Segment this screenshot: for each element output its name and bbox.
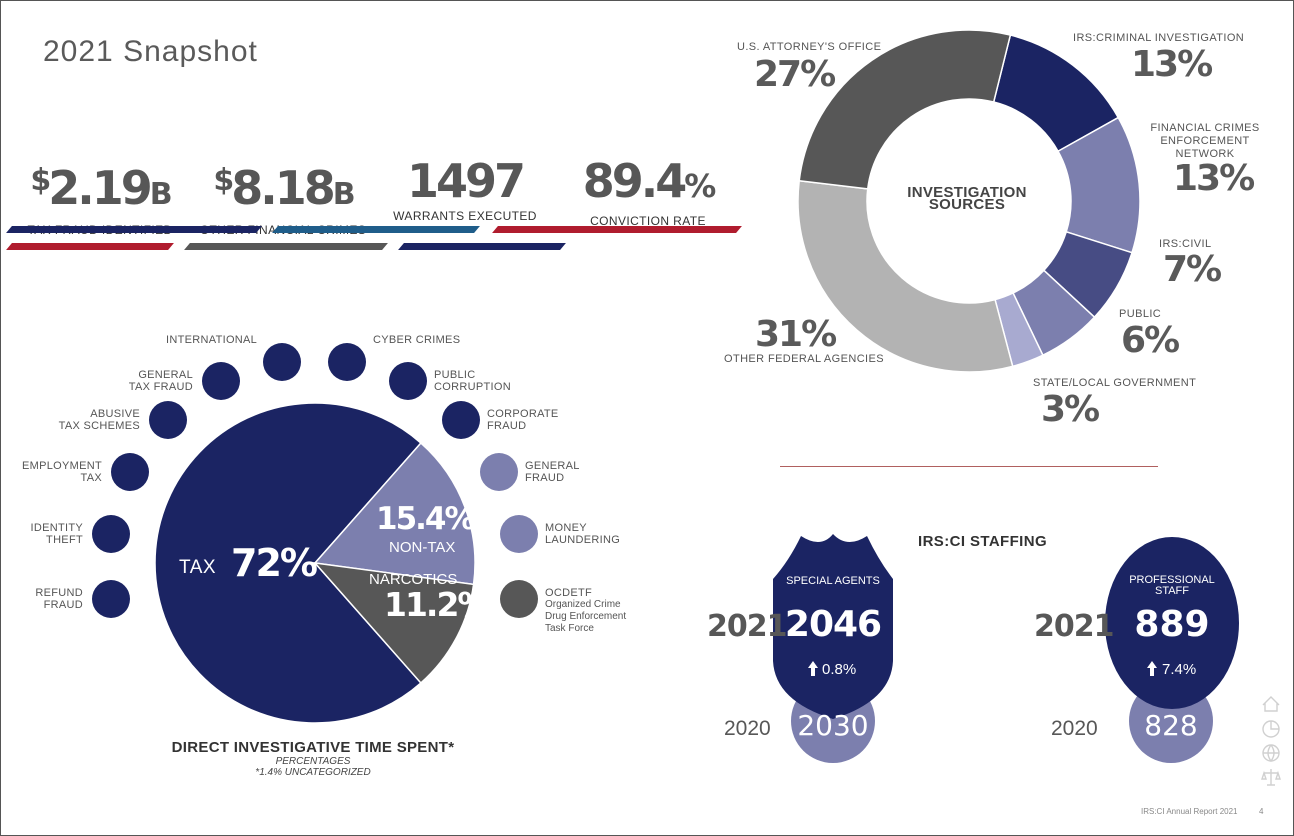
badge-shape xyxy=(773,534,893,719)
arrow-up-icon xyxy=(1147,661,1157,676)
agents-label: SPECIAL AGENTS xyxy=(786,575,880,587)
footer-page: 4 xyxy=(1259,807,1264,816)
stat-label: WARRANTS EXECUTED xyxy=(393,209,537,223)
stat-label: CONVICTION RATE xyxy=(590,214,706,228)
value-irs-civil: 7% xyxy=(1163,249,1222,290)
label-irs-ci: IRS:CRIMINAL INVESTIGATION xyxy=(1073,32,1245,44)
category-dot-1 xyxy=(92,515,130,553)
donut-title: INVESTIGATION SOURCES xyxy=(907,184,1027,213)
category-label: CYBER CRIMES xyxy=(373,334,461,346)
category-dot-0 xyxy=(92,580,130,618)
category-label: PUBLIC CORRUPTION xyxy=(434,369,511,393)
donut-slice-5 xyxy=(797,179,1014,373)
category-label: GENERAL FRAUD xyxy=(525,460,580,484)
scales-icon xyxy=(1261,769,1281,786)
label-other-federal: OTHER FEDERAL AGENCIES xyxy=(724,353,884,365)
category-label: EMPLOYMENT TAX xyxy=(21,460,102,484)
tax-value: 72% xyxy=(231,541,318,585)
pie-slice-1 xyxy=(313,441,476,586)
category-dot-9 xyxy=(480,453,518,491)
label-public: PUBLIC xyxy=(1119,308,1162,320)
category-label: REFUND FRAUD xyxy=(35,587,83,611)
stat-value: 1497 xyxy=(406,154,526,208)
narcotics-value: 11.2% xyxy=(384,585,490,624)
time-spent-note: *1.4% UNCATEGORIZED xyxy=(255,767,371,778)
staff-year-current: 2021 xyxy=(1034,609,1114,644)
staff-oval xyxy=(1105,537,1239,709)
staff-prior: 828 xyxy=(1144,709,1198,742)
time-spent-caption: DIRECT INVESTIGATIVE TIME SPENT* PERCENT… xyxy=(113,739,513,778)
category-dot-2 xyxy=(111,453,149,491)
value-other-federal: 31% xyxy=(755,314,837,355)
label-state-local: STATE/LOCAL GOVERNMENT xyxy=(1033,377,1197,389)
time-spent-title: DIRECT INVESTIGATIVE TIME SPENT* xyxy=(171,739,455,756)
agents-year-prior: 2020 xyxy=(724,717,771,740)
label-us-attorney: U.S. ATTORNEY'S OFFICE xyxy=(737,41,882,53)
value-fincen: 13% xyxy=(1173,158,1255,199)
label-irs-civil: IRS:CIVIL xyxy=(1159,238,1212,250)
category-dot-8 xyxy=(442,401,480,439)
value-public: 6% xyxy=(1121,320,1180,361)
label-fincen: FINANCIAL CRIMES ENFORCEMENT NETWORK xyxy=(1150,122,1260,160)
footer-report: IRS:CI Annual Report 2021 xyxy=(1141,807,1238,816)
category-dot-10 xyxy=(500,515,538,553)
value-irs-ci: 13% xyxy=(1131,44,1213,85)
agents-prior: 2030 xyxy=(797,709,869,742)
pie-slice-2 xyxy=(313,561,475,685)
time-spent-subtitle: PERCENTAGES xyxy=(275,756,351,767)
staff-change: 7.4% xyxy=(1162,661,1197,678)
category-dot-3 xyxy=(149,401,187,439)
agents-year-current: 2021 xyxy=(707,609,787,644)
category-label: ABUSIVE TAX SCHEMES xyxy=(58,408,140,432)
category-label: INTERNATIONAL xyxy=(166,334,258,346)
staff-current: 889 xyxy=(1134,604,1210,645)
category-label: OCDETF xyxy=(545,587,593,599)
agents-change: 0.8% xyxy=(822,661,857,678)
stat-conviction-rate: 89.4% CONVICTION RATE xyxy=(553,153,743,228)
agents-current: 2046 xyxy=(784,604,882,645)
staff-year-prior: 2020 xyxy=(1051,717,1098,740)
category-dot-11 xyxy=(500,580,538,618)
divider xyxy=(780,466,1158,467)
stat-value: 89.4% xyxy=(582,154,717,208)
category-label: GENERAL TAX FRAUD xyxy=(128,369,193,393)
stat-warrants-executed: 1497 WARRANTS EXECUTED xyxy=(370,153,560,223)
globe-icon xyxy=(1262,744,1280,763)
narcotics-label: NARCOTICS xyxy=(369,571,458,588)
category-label: IDENTITY THEFT xyxy=(30,522,83,546)
pie-slice-0 xyxy=(154,402,422,724)
page-title: 2021 Snapshot xyxy=(43,35,258,68)
pie-icon xyxy=(1262,720,1280,738)
category-dot-4 xyxy=(202,362,240,400)
donut-slice-6 xyxy=(798,29,1012,190)
value-state-local: 3% xyxy=(1041,389,1100,430)
category-dot-7 xyxy=(389,362,427,400)
category-sublabel: Organized Crime Drug Enforcement Task Fo… xyxy=(545,599,627,634)
arrow-up-icon xyxy=(808,661,818,676)
category-label: CORPORATE FRAUD xyxy=(487,408,559,432)
category-dot-6 xyxy=(328,343,366,381)
donut-center-title: INVESTIGATION SOURCES xyxy=(881,184,1053,213)
staffing-title: IRS:CI STAFFING xyxy=(918,533,1048,550)
home-icon xyxy=(1262,696,1280,712)
tax-label: TAX xyxy=(179,557,217,578)
category-dot-5 xyxy=(263,343,301,381)
category-label: MONEY LAUNDERING xyxy=(545,522,621,546)
value-us-attorney: 27% xyxy=(754,54,836,95)
nontax-label: NON-TAX xyxy=(389,539,456,556)
stat-value: $8.18B xyxy=(213,161,355,215)
nontax-value: 15.4% xyxy=(376,501,476,537)
side-nav-icons xyxy=(1261,696,1281,786)
stat-value: $2.19B xyxy=(30,161,172,215)
staff-label: PROFESSIONAL STAFF xyxy=(1129,574,1215,597)
